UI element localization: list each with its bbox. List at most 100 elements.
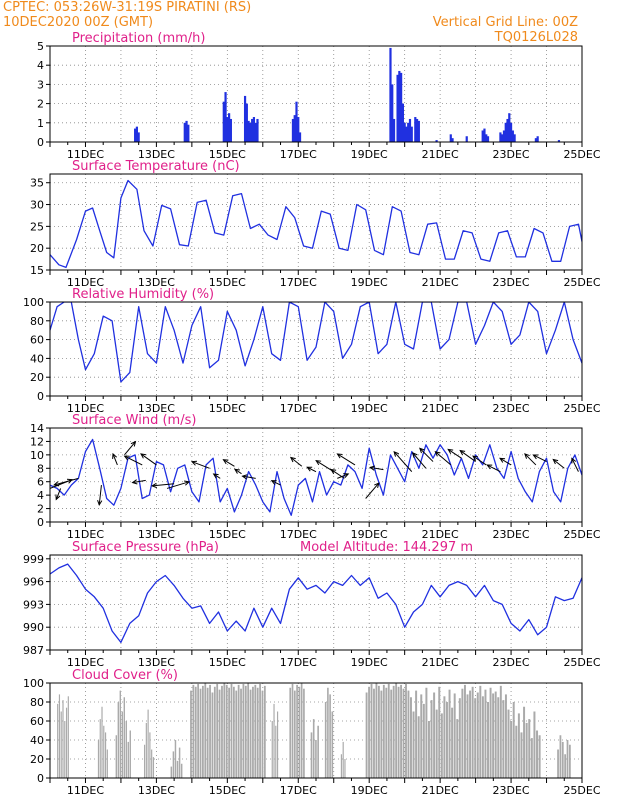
cloud-bar	[412, 711, 415, 778]
cloud-bar	[427, 721, 430, 778]
x-tick-label: 23DEC	[493, 402, 530, 415]
cloud-bar	[303, 688, 305, 778]
precip-bar	[536, 136, 539, 142]
cloud-bar	[502, 700, 505, 778]
cloud-bar	[331, 711, 334, 778]
y-tick-label: 25	[30, 220, 44, 233]
cloud-bar	[289, 687, 292, 778]
wind-arrow	[571, 458, 579, 472]
cloud-bar	[247, 683, 250, 778]
x-tick-label: 23DEC	[493, 656, 530, 669]
wind-arrow-head	[459, 449, 466, 456]
precip-bar	[513, 134, 516, 142]
wind-arrow	[370, 466, 384, 471]
precip-bar	[557, 140, 561, 142]
cloud-bar	[315, 740, 317, 778]
y-tick-label: 30	[30, 199, 44, 212]
precip-bar	[508, 113, 511, 142]
cloud-bar	[461, 688, 464, 778]
y-tick-label: 60	[30, 715, 44, 728]
cloud-bar	[67, 696, 69, 778]
x-tick-label: 17DEC	[280, 276, 317, 289]
wind-arrow-head	[112, 452, 118, 459]
cloud-bar	[499, 685, 502, 778]
cloud-bar	[101, 706, 103, 778]
precip-bar	[224, 92, 227, 142]
precip-bar	[435, 140, 438, 142]
wind-arrow	[54, 477, 79, 486]
precip-bar	[451, 138, 454, 142]
x-tick-label: 13DEC	[138, 276, 175, 289]
wind-arrow-head	[150, 482, 158, 489]
wind-arrow-head	[130, 440, 137, 447]
cloud-bar	[230, 683, 233, 778]
wind-arrow-head	[472, 455, 479, 461]
wind-arrow	[365, 482, 380, 499]
precip-bar	[408, 118, 412, 142]
cloud-bar	[368, 686, 370, 778]
wind-arrow	[191, 461, 210, 469]
model-id: TQ0126L028	[494, 30, 578, 45]
cloud-bar	[370, 683, 373, 778]
cloud-bar	[533, 711, 536, 778]
x-tick-label: 25DEC	[563, 528, 600, 541]
x-tick-label: 19DEC	[351, 656, 388, 669]
wind-arrow-head	[55, 494, 61, 501]
y-tick-label: 15	[30, 264, 44, 277]
wind-arrow	[140, 453, 157, 466]
cloud-bar	[273, 703, 275, 778]
precip-bar	[449, 134, 452, 142]
cloud-bar	[453, 693, 456, 778]
cloud-bar	[176, 760, 179, 778]
cloud-bar	[298, 686, 301, 778]
precip-bar	[252, 117, 256, 142]
cloud-bar	[242, 683, 245, 778]
precip-bar	[291, 118, 295, 142]
wind-arrow	[337, 473, 349, 479]
cloud-bar	[342, 741, 344, 778]
wind-arrow-head	[289, 456, 296, 463]
y-tick-label: 60	[30, 334, 44, 347]
cloud-bar	[276, 711, 279, 778]
precip-bar	[297, 117, 300, 142]
precip-bar	[137, 132, 140, 142]
x-tick-label: 25DEC	[563, 656, 600, 669]
cloud-bar	[451, 707, 454, 778]
precip-bar	[256, 118, 259, 142]
cloud-bar	[380, 690, 383, 778]
cloud-bar	[65, 707, 68, 778]
y-tick-label: 999	[23, 553, 44, 566]
y-tick-label: 4	[37, 59, 44, 72]
panel-title: Precipitation (mm/h)	[72, 31, 205, 46]
cloud-bar	[494, 691, 497, 778]
cloud-bar	[62, 700, 64, 778]
wind-arrow	[112, 453, 118, 466]
x-tick-label: 11DEC	[67, 276, 104, 289]
cloud-bar	[564, 754, 567, 778]
precip-bar	[134, 128, 137, 142]
cloud-bar	[476, 692, 479, 778]
series-line	[50, 438, 582, 516]
cloud-bar	[344, 759, 346, 778]
wind-arrow	[393, 451, 413, 472]
y-tick-label: 80	[30, 315, 44, 328]
y-tick-label: 40	[30, 734, 44, 747]
wind-arrow-head	[140, 453, 147, 459]
series-line	[50, 302, 582, 383]
wind-arrow	[330, 469, 345, 479]
panel-title: Surface Pressure (hPa)	[72, 540, 219, 555]
precipitation-panel: 0 1 2 3 4 5 11DEC 13DEC 15DEC 17DEC 19DEC 21DEC 23DE…	[37, 31, 601, 161]
cloud-bar	[145, 722, 147, 778]
wind-arrow	[472, 455, 487, 466]
wind-arrow	[337, 453, 356, 466]
cloud-bar	[520, 732, 523, 778]
wind-arrow	[234, 468, 242, 475]
cloud-bar	[557, 749, 559, 778]
y-tick-label: 0	[37, 772, 44, 785]
x-tick-label: 25DEC	[563, 148, 600, 161]
y-tick-label: 20	[30, 753, 44, 766]
wind-arrow-head	[419, 447, 425, 454]
cloud-bar	[512, 702, 515, 778]
cloud-bar	[561, 741, 564, 778]
x-tick-label: 25DEC	[563, 402, 600, 415]
